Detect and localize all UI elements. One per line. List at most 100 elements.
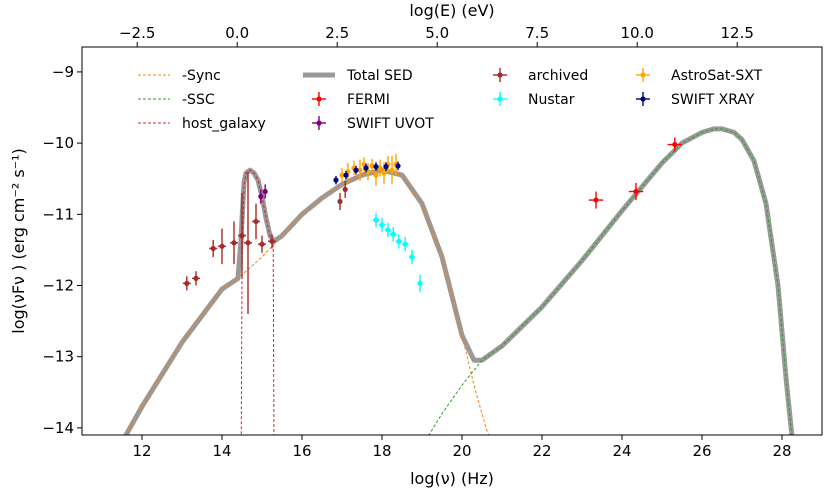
- legend-swatch-marker: [497, 96, 503, 102]
- legend-label: FERMI: [347, 92, 390, 108]
- x-tick-label: 20: [452, 442, 471, 460]
- y-tick-label: −9: [52, 63, 74, 81]
- archived-marker: [239, 233, 245, 239]
- astrosat-sxt-marker: [357, 167, 363, 173]
- archived-marker: [269, 238, 275, 244]
- swift-xray-marker: [353, 167, 359, 173]
- swift-xray-point: [333, 175, 339, 185]
- fermi-point: [588, 191, 604, 209]
- nustar-point: [402, 237, 409, 252]
- legend-label: -SSC: [182, 92, 215, 108]
- x-axis-label: log(ν) (Hz): [410, 469, 494, 488]
- archived-marker: [337, 198, 343, 205]
- archived-point: [252, 203, 260, 240]
- archived-marker: [210, 245, 216, 252]
- archived-point: [182, 276, 191, 291]
- model-curves: [123, 126, 795, 435]
- fermi-marker: [672, 141, 678, 148]
- archived-point: [342, 180, 348, 198]
- legend-item-host-galaxy: host_galaxy: [138, 116, 266, 132]
- x-tick-label: 14: [212, 442, 231, 460]
- legend-item-ssc: -SSC: [138, 92, 215, 108]
- astrosat-sxt-marker: [381, 170, 387, 176]
- swift-xray-point: [395, 161, 401, 171]
- astrosat-sxt-point: [377, 159, 383, 177]
- nustar-point: [390, 227, 397, 242]
- legend-swatch-marker: [497, 72, 503, 78]
- top-x-tick-label: 10.0: [620, 24, 653, 42]
- fermi-point: [667, 137, 682, 152]
- y-tick-label: −14: [42, 419, 74, 437]
- nustar-marker: [409, 254, 415, 260]
- x-tick-label: 24: [612, 442, 631, 460]
- top-x-tick-label: 7.5: [525, 24, 549, 42]
- astrosat-sxt-point: [369, 158, 375, 174]
- data-points: [182, 137, 682, 314]
- astrosat-sxt-point: [357, 159, 363, 181]
- nustar-point: [372, 212, 380, 228]
- x-tick-label: 16: [292, 442, 311, 460]
- legend: -Sync -SSC host_galaxy Total SED FERMI SWIFT …: [138, 68, 763, 132]
- x-tick-label: 12: [132, 442, 151, 460]
- legend-label: AstroSat-SXT: [671, 68, 763, 84]
- legend-swatch-marker: [640, 96, 646, 102]
- archived-point: [268, 234, 276, 249]
- y-axis-label: log(νFν ) (erg cm⁻² s⁻¹): [9, 148, 28, 334]
- nustar-point: [417, 274, 423, 292]
- plot-frame: [81, 46, 823, 436]
- archived-point: [258, 235, 266, 253]
- fermi-marker: [593, 197, 599, 203]
- swift-xray-point: [373, 162, 379, 171]
- legend-swatch-marker: [316, 120, 322, 126]
- x-tick-label: 22: [532, 442, 551, 460]
- swift-uvot-marker: [258, 193, 264, 200]
- swift-xray-point: [383, 162, 389, 171]
- swift-xray-point: [343, 170, 349, 180]
- astrosat-sxt-point: [389, 155, 395, 185]
- archived-point: [238, 192, 246, 279]
- nustar-marker: [379, 222, 385, 228]
- archived-point: [230, 221, 238, 265]
- y-tick-label: −12: [42, 276, 74, 294]
- top-x-tick-label: −2.5: [119, 24, 155, 42]
- legend-item-total-sed: Total SED: [303, 68, 413, 84]
- legend-label: -Sync: [182, 68, 221, 84]
- nustar-marker: [396, 238, 402, 244]
- archived-marker: [219, 243, 225, 249]
- fermi-marker: [633, 188, 639, 195]
- legend-label: SWIFT UVOT: [347, 116, 434, 132]
- archived-point: [244, 171, 252, 314]
- swift-xray-point: [353, 165, 359, 175]
- y-tick-label: −11: [42, 205, 74, 223]
- nustar-marker: [390, 231, 396, 237]
- axes: 12 14 16 18 20 22 24 26 28 −2.5 0.0 2.5 5.0 7.5 10.0 12…: [42, 24, 791, 460]
- legend-label: Total SED: [346, 68, 413, 84]
- legend-item-archived: archived: [493, 68, 588, 84]
- host-galaxy-curve: [240, 169, 275, 435]
- x-tick-label: 18: [372, 442, 391, 460]
- sync-curve: [125, 169, 490, 435]
- swift-xray-point: [363, 163, 369, 173]
- top-x-tick-label: 5.0: [425, 24, 449, 42]
- archived-point: [218, 228, 226, 265]
- legend-item-nustar: Nustar: [493, 92, 575, 108]
- ssc-curve: [428, 128, 793, 435]
- swift-xray-marker: [383, 164, 389, 170]
- y-tick-label: −10: [42, 134, 74, 152]
- astrosat-sxt-marker: [389, 167, 395, 173]
- top-x-tick-label: 2.5: [325, 24, 349, 42]
- legend-label: SWIFT XRAY: [671, 92, 755, 108]
- archived-point: [209, 239, 218, 258]
- astrosat-sxt-marker: [373, 172, 379, 178]
- nustar-point: [395, 234, 402, 249]
- nustar-point: [378, 217, 386, 233]
- legend-item-sync: -Sync: [138, 68, 221, 84]
- archived-marker: [259, 241, 265, 247]
- archived-marker: [245, 240, 251, 246]
- nustar-marker: [417, 280, 423, 286]
- nustar-point: [384, 222, 392, 238]
- nustar-point: [408, 249, 416, 265]
- swift-uvot-point: [258, 189, 264, 204]
- nustar-marker: [385, 227, 391, 233]
- astrosat-sxt-marker: [339, 172, 345, 178]
